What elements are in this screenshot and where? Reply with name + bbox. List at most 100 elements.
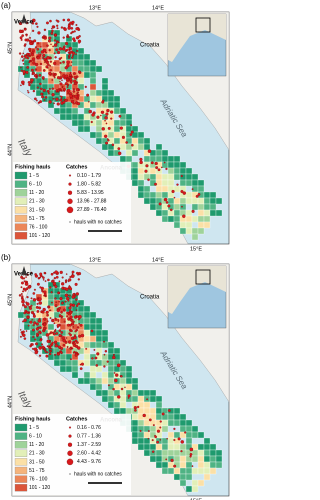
catch-dot — [30, 304, 33, 307]
catch-dot — [66, 64, 70, 68]
haul-cell — [173, 167, 181, 175]
haul-cell — [173, 203, 181, 211]
catch-dot — [30, 310, 35, 315]
catch-dot — [46, 55, 50, 60]
catch-dot — [103, 340, 105, 343]
haul-cell — [179, 443, 187, 451]
catch-dot — [100, 110, 105, 114]
catch-dot — [106, 138, 109, 140]
catch-dot — [66, 34, 69, 37]
haul-cell — [149, 437, 157, 445]
haul-cell — [155, 185, 163, 193]
legend-label: 6 - 10 — [29, 182, 42, 188]
catch-dot — [61, 89, 63, 92]
haul-cell — [59, 323, 67, 331]
catch-dot — [71, 30, 74, 34]
haul-cell — [143, 407, 151, 415]
haul-cell — [191, 479, 199, 487]
catch-dot — [45, 59, 48, 63]
haul-cell — [215, 461, 223, 469]
catch-dot — [67, 340, 72, 344]
haul-cell — [101, 335, 109, 343]
catch-dot — [79, 367, 83, 370]
catch-dot — [56, 76, 61, 80]
catch-dot — [147, 149, 152, 153]
haul-cell — [83, 71, 91, 79]
catch-dot — [154, 182, 157, 186]
lat-tick-label: 44°N — [7, 396, 13, 408]
catch-dot — [112, 387, 115, 391]
haul-cell — [155, 173, 163, 181]
haul-cell — [131, 149, 139, 157]
catch-dot — [184, 431, 187, 434]
haul-cell — [113, 131, 121, 139]
haul-cell — [89, 65, 97, 73]
catch-dot — [37, 42, 40, 45]
haul-cell — [197, 179, 205, 187]
catch-dot — [44, 35, 47, 38]
catch-dot — [72, 72, 76, 76]
haul-cell — [119, 377, 127, 385]
catch-dot — [25, 330, 28, 332]
haul-cell — [101, 77, 109, 85]
catch-dot — [34, 338, 37, 341]
haul-cell — [125, 407, 133, 415]
legend-label: 4.43 - 9.76 — [77, 459, 101, 465]
haul-cell — [137, 395, 145, 403]
catch-dot — [27, 324, 30, 327]
catch-dot — [127, 397, 130, 399]
catch-dot — [101, 100, 105, 104]
haul-cell — [173, 173, 181, 181]
legend-label: 27.89 - 76.40 — [77, 207, 107, 213]
catch-dot — [49, 286, 52, 289]
catch-dot — [53, 322, 56, 325]
catch-dot — [66, 315, 69, 318]
catch-dot — [66, 345, 69, 348]
haul-cell — [143, 155, 151, 163]
catch-dot — [105, 112, 109, 116]
catch-dot — [43, 271, 46, 275]
catch-dot — [77, 302, 80, 306]
catch-dot — [48, 49, 51, 52]
catch-dot — [69, 347, 72, 350]
haul-cell — [161, 185, 169, 193]
catch-dot — [117, 151, 122, 156]
catch-dot — [23, 44, 26, 47]
legend-label: hauls with no catches — [74, 471, 122, 477]
haul-cell — [95, 365, 103, 373]
haul-cell — [209, 455, 217, 463]
haul-cell — [71, 107, 79, 115]
catch-dot — [54, 353, 57, 356]
catch-dot — [145, 164, 149, 168]
haul-cell — [41, 299, 49, 307]
catch-dot — [36, 332, 39, 336]
haul-cell — [149, 389, 157, 397]
haul-cell — [155, 401, 163, 409]
catch-dot — [25, 276, 27, 278]
haul-cell — [197, 227, 205, 235]
catch-dot — [40, 46, 42, 48]
catch-dot — [19, 335, 22, 338]
legend-dot — [67, 190, 73, 195]
catch-dot — [157, 168, 161, 172]
haul-cell — [47, 77, 55, 85]
catch-dot — [18, 294, 22, 297]
haul-cell — [197, 215, 205, 223]
catch-dot — [39, 100, 43, 104]
catch-dot — [40, 286, 44, 290]
catch-dot — [67, 280, 70, 283]
catch-dot — [27, 286, 30, 289]
catch-dot — [38, 277, 41, 279]
haul-cell — [107, 401, 115, 409]
haul-cell — [65, 101, 73, 109]
catch-dot — [90, 329, 94, 333]
legend-dot — [66, 458, 74, 466]
legend-label: 31 - 50 — [29, 207, 45, 213]
catch-dot — [35, 342, 38, 346]
catch-dot — [48, 332, 51, 335]
catch-dot — [112, 355, 116, 360]
catch-dot — [58, 300, 61, 303]
catch-dot — [48, 39, 51, 43]
haul-cell — [161, 449, 169, 457]
haul-cell — [185, 227, 193, 235]
